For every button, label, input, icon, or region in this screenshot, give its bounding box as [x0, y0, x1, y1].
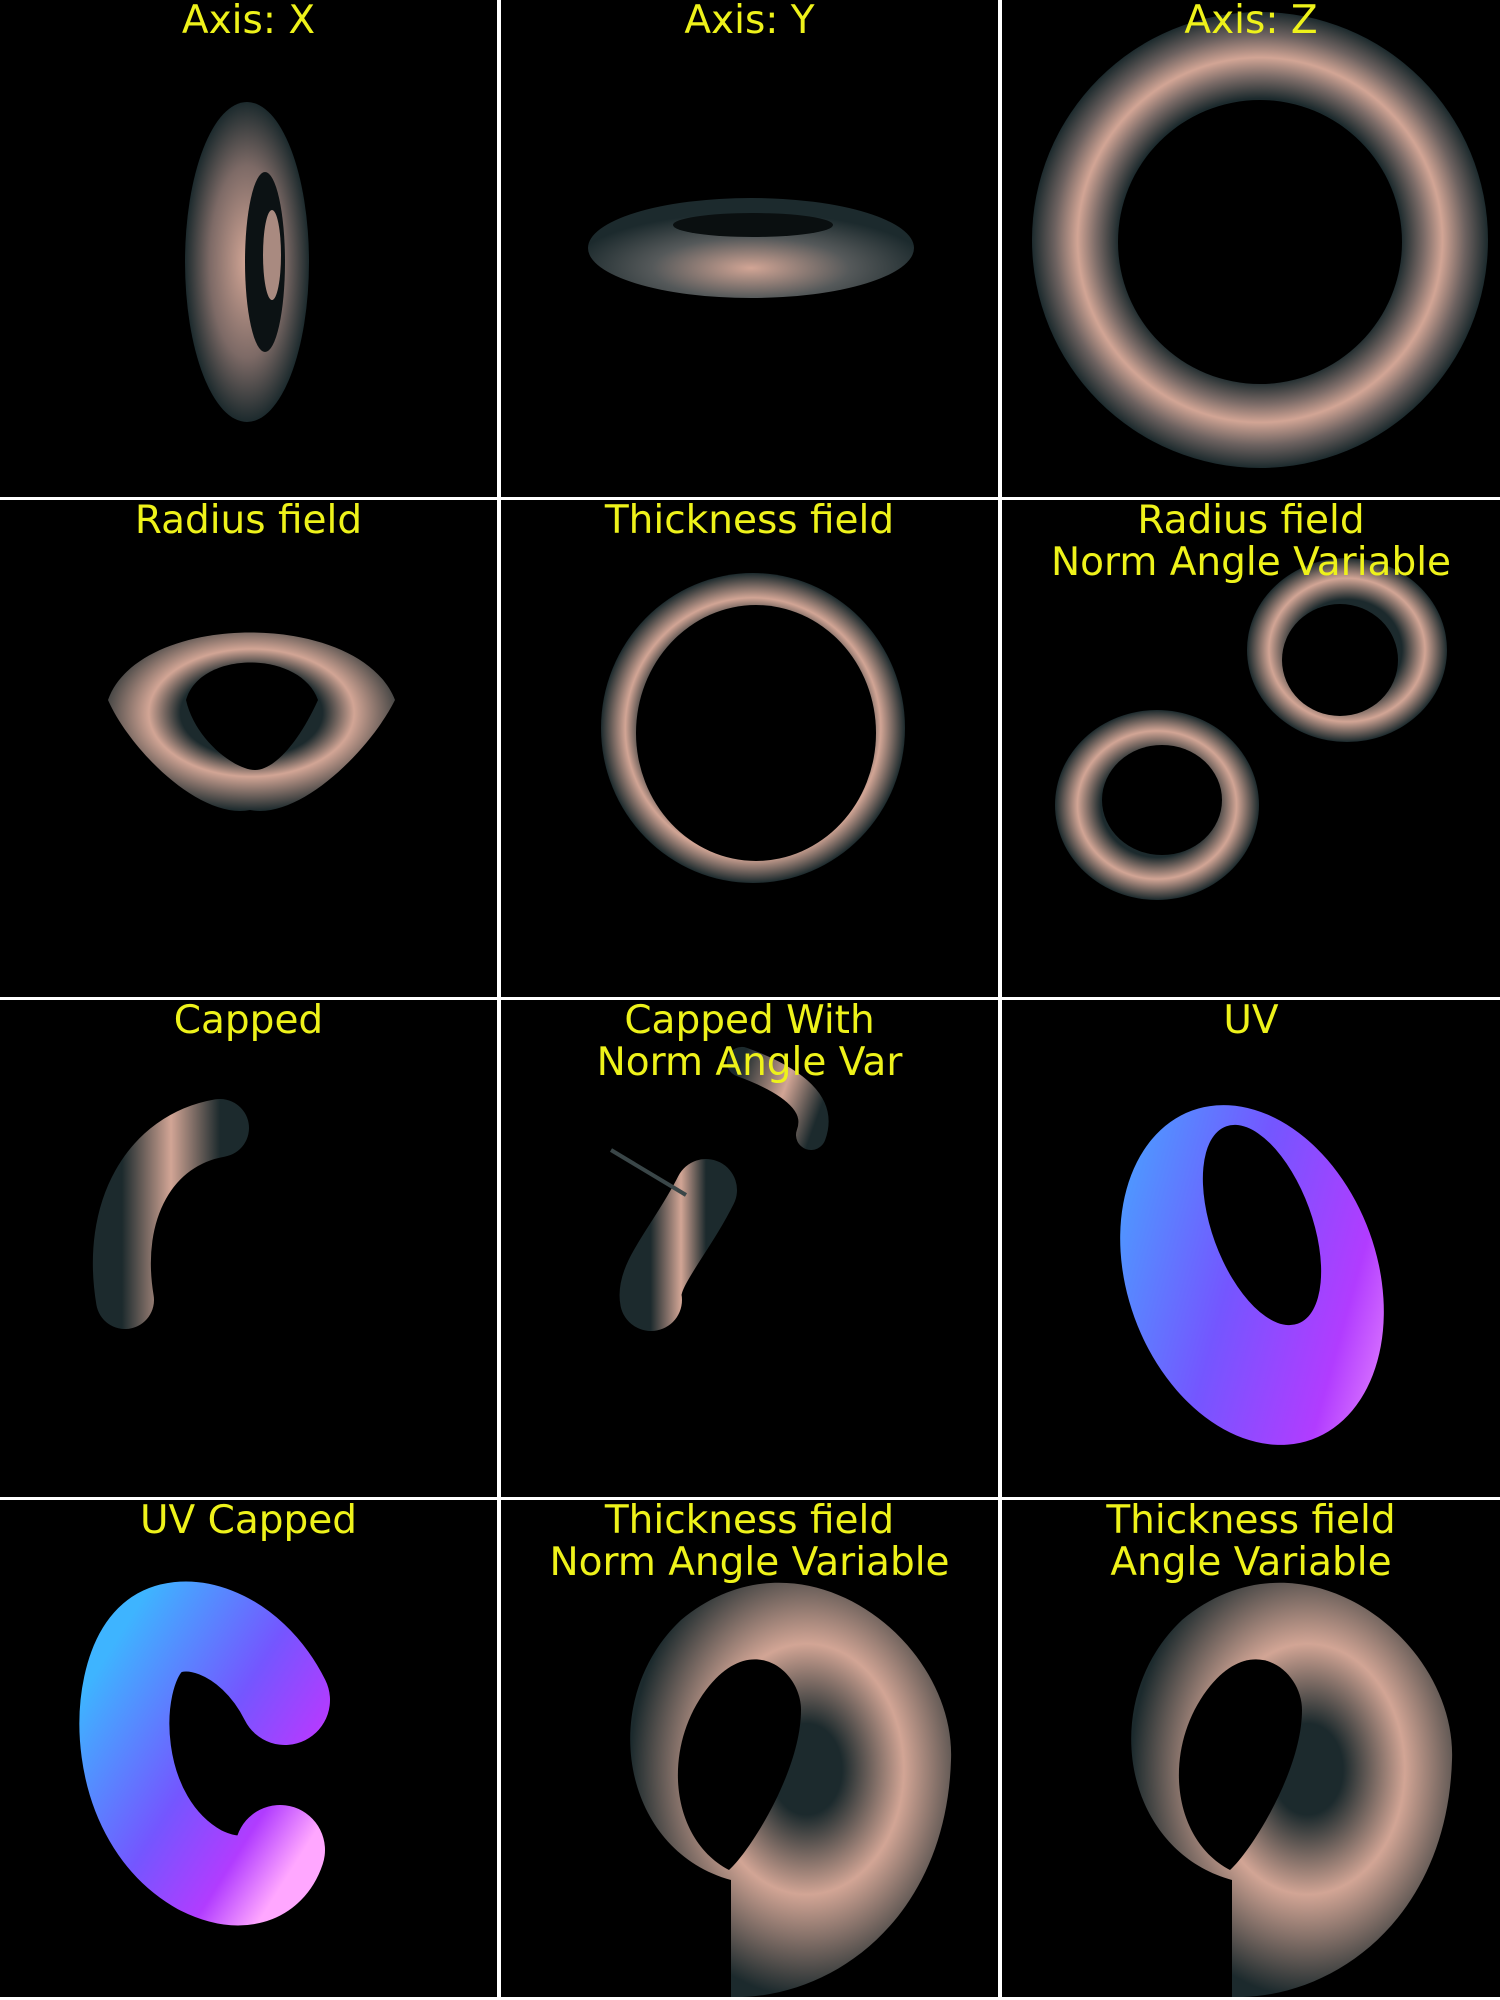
- panel-title: Axis: Z: [1184, 0, 1318, 43]
- panel-radius-field: Radius field: [0, 500, 497, 997]
- torus-render: [588, 198, 914, 298]
- torus-render: [1055, 558, 1447, 900]
- torus-render: [1032, 12, 1488, 468]
- torus-render: [630, 1582, 952, 1997]
- panel-title: Radius field Norm Angle Variable: [1050, 500, 1452, 585]
- panel-radius-field-norm-angle: Radius field Norm Angle Variable: [1002, 500, 1500, 997]
- panel-axis-z: Axis: Z: [1002, 0, 1500, 497]
- torus-render: [79, 1581, 330, 1926]
- panel-title: Radius field: [134, 500, 363, 543]
- panel-title: UV Capped: [139, 1500, 357, 1543]
- torus-render: [108, 632, 395, 811]
- panel-thickness-field: Thickness field: [501, 500, 998, 997]
- panel-title: Capped With Norm Angle Var: [596, 1000, 903, 1085]
- panel-title: Thickness field: [604, 500, 895, 543]
- panel-title: Thickness field Norm Angle Variable: [549, 1500, 950, 1585]
- torus-render: [185, 102, 309, 422]
- panel-title: Axis: X: [181, 0, 316, 43]
- panel-axis-y: Axis: Y: [501, 0, 998, 497]
- panel-axis-x: Axis: X: [0, 0, 497, 497]
- torus-render: [1120, 1105, 1384, 1445]
- panel-title: Thickness field Angle Variable: [1106, 1500, 1396, 1585]
- torus-render: [92, 1099, 249, 1329]
- panel-capped-norm-angle: Capped With Norm Angle Var: [501, 1000, 998, 1497]
- torus-render: [1131, 1582, 1453, 1997]
- torus-render: [609, 1046, 829, 1331]
- panel-title: UV: [1223, 1000, 1279, 1043]
- panel-title: Capped: [173, 1000, 324, 1043]
- panel-thickness-field-norm-angle: Thickness field Norm Angle Variable: [501, 1500, 998, 1997]
- torus-render: [601, 573, 905, 883]
- panel-title: Axis: Y: [684, 0, 815, 43]
- panel-capped: Capped: [0, 1000, 497, 1497]
- panel-uv-capped: UV Capped: [0, 1500, 497, 1997]
- panel-thickness-field-angle: Thickness field Angle Variable: [1002, 1500, 1500, 1997]
- panel-uv: UV: [1002, 1000, 1500, 1497]
